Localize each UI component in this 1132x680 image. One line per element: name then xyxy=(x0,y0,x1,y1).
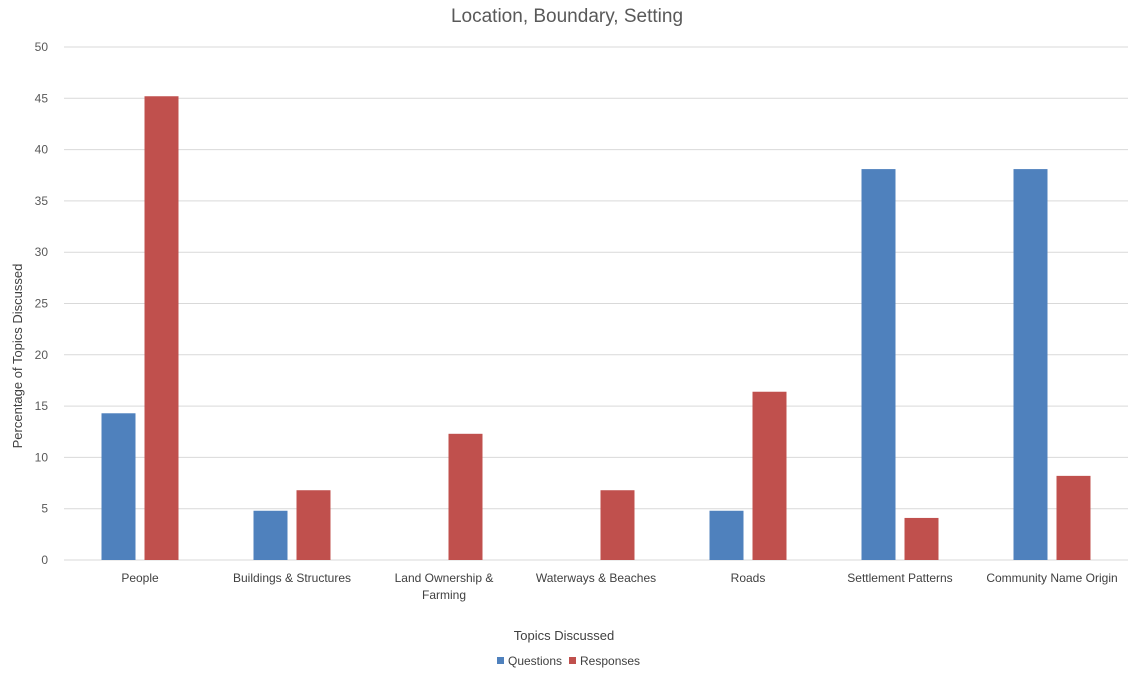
x-category-label: Buildings & Structures xyxy=(233,571,351,585)
bars xyxy=(101,96,1091,561)
bar-responses-6 xyxy=(1056,475,1091,560)
legend-label-questions: Questions xyxy=(508,654,562,668)
y-tick-label: 45 xyxy=(35,91,49,105)
bar-responses-0 xyxy=(144,96,179,561)
legend: Questions Responses xyxy=(497,654,640,668)
bar-questions-1 xyxy=(253,510,288,560)
x-axis-title: Topics Discussed xyxy=(514,628,614,643)
y-axis-ticks: 0 5 10 15 20 25 30 35 40 45 50 xyxy=(35,40,49,567)
x-category-label: Roads xyxy=(731,571,766,585)
bar-responses-1 xyxy=(296,490,331,560)
legend-swatch-questions xyxy=(497,657,504,664)
bar-responses-5 xyxy=(904,517,939,560)
y-tick-label: 15 xyxy=(35,399,49,413)
y-tick-label: 10 xyxy=(35,450,49,464)
legend-swatch-responses xyxy=(569,657,576,664)
x-category-label: Settlement Patterns xyxy=(847,571,952,585)
bar-questions-5 xyxy=(861,169,896,560)
x-axis-categories: People Buildings & Structures Land Ownersh… xyxy=(121,571,1117,602)
y-tick-label: 25 xyxy=(35,297,49,311)
y-tick-label: 35 xyxy=(35,194,49,208)
gridlines xyxy=(64,46,1128,561)
y-tick-label: 5 xyxy=(41,502,48,516)
x-category-label: Waterways & Beaches xyxy=(536,571,656,585)
bar-responses-3 xyxy=(600,490,635,560)
bar-questions-4 xyxy=(709,510,744,560)
bar-questions-0 xyxy=(101,413,136,560)
bar-responses-4 xyxy=(752,391,787,560)
x-category-label: Farming xyxy=(422,588,466,602)
y-tick-label: 20 xyxy=(35,348,49,362)
y-tick-label: 40 xyxy=(35,143,49,157)
x-category-label: Community Name Origin xyxy=(986,571,1117,585)
bar-responses-2 xyxy=(448,433,483,560)
x-category-label: People xyxy=(121,571,159,585)
x-category-label: Land Ownership & xyxy=(395,571,494,585)
y-tick-label: 30 xyxy=(35,245,49,259)
y-axis-title: Percentage of Topics Discussed xyxy=(10,264,25,449)
y-tick-label: 0 xyxy=(41,553,48,567)
chart-title: Location, Boundary, Setting xyxy=(451,6,683,27)
y-tick-label: 50 xyxy=(35,40,49,54)
legend-label-responses: Responses xyxy=(580,654,640,668)
bar-questions-6 xyxy=(1013,169,1048,560)
